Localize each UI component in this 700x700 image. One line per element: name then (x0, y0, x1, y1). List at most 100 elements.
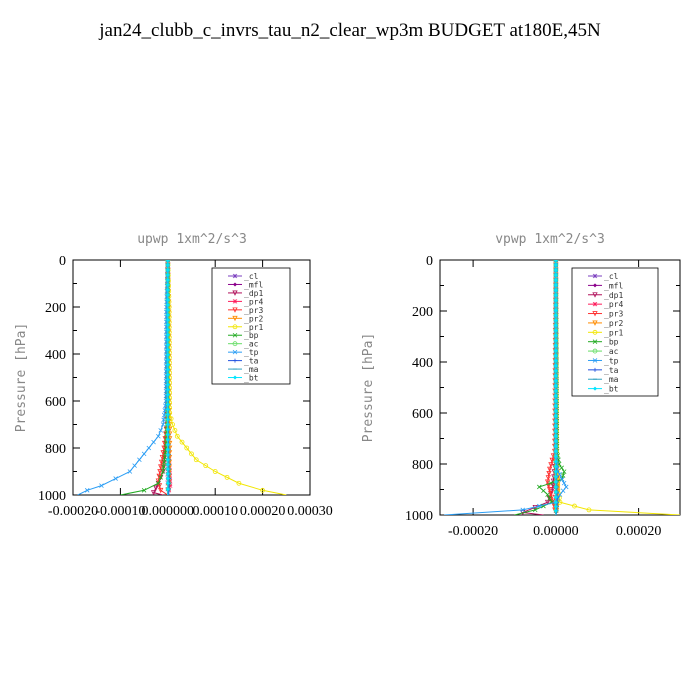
legend-label-cl: _cl (604, 272, 619, 281)
series-point-bt (165, 417, 170, 422)
legend-marker-bt (233, 375, 237, 380)
series-point-pr1 (193, 457, 199, 463)
series-point-pr3 (547, 466, 553, 472)
legend-label-ta: _ta (604, 366, 619, 375)
series-point-bp (541, 488, 546, 494)
y-tick-label: 800 (45, 442, 66, 457)
series-point-bt (165, 447, 170, 452)
x-tick-label: 0.00000 (533, 524, 579, 539)
series-point-pr3 (547, 487, 553, 493)
legend-marker-pr1 (232, 324, 238, 330)
series-point-bt (553, 318, 558, 323)
series-point-bp (545, 492, 550, 497)
legend-marker-ac (232, 341, 238, 347)
series-point-dp1 (153, 485, 159, 491)
chart-title: upwp 1xm^2/s^3 (137, 232, 247, 247)
series-point-bt (553, 449, 558, 454)
series-point-tp (146, 445, 152, 451)
series-point-tp (537, 503, 542, 509)
series-point-bt (165, 387, 170, 392)
legend-marker-tp (592, 358, 598, 363)
series-point-bt (165, 262, 170, 267)
series-point-bt (165, 307, 170, 312)
y-tick-label: 600 (45, 395, 66, 410)
series-point-bt (165, 402, 170, 407)
series-point-bt (165, 367, 170, 372)
series-point-bt (165, 267, 170, 272)
series-point-bt (553, 260, 558, 262)
series-point-bp (141, 488, 147, 493)
series-point-pr3 (157, 469, 163, 475)
series-point-bt (165, 372, 170, 377)
legend-label-mfl: _mfl (604, 281, 623, 290)
series-point-bp (160, 469, 166, 474)
legend-marker-bp (232, 332, 238, 338)
series-point-bt (553, 408, 558, 413)
legend-marker-ta (233, 358, 237, 363)
series-point-bt (165, 327, 170, 332)
series-point-bt (553, 338, 558, 343)
series-point-tp (563, 484, 569, 490)
series-point-tp (113, 476, 118, 481)
legend-label-dp1: _dp1 (244, 289, 263, 298)
series-point-bt (553, 333, 558, 338)
series-point-bt (553, 414, 558, 419)
series-point-bt (165, 292, 170, 297)
series-point-tp (132, 463, 137, 468)
y-tick-label: 0 (426, 254, 433, 269)
series-point-pr3 (158, 487, 164, 494)
series-point-pr1 (168, 416, 174, 422)
legend-marker-pr2 (592, 320, 598, 326)
series-point-pr1 (203, 463, 209, 469)
series-point-bp (561, 469, 567, 474)
x-tick-label: -0.00010 (95, 504, 145, 519)
legend-label-mfl: _mfl (244, 280, 263, 289)
series-line-tp (444, 260, 567, 515)
series-point-pr1 (212, 469, 218, 474)
series-point-dp1 (150, 490, 157, 495)
legend-label-cl: _cl (244, 272, 259, 281)
series-point-bt (165, 260, 170, 262)
series-point-bt (553, 444, 558, 449)
series-point-tp (158, 428, 163, 433)
series-point-pr3 (545, 475, 551, 481)
series-point-bt (553, 419, 558, 424)
series-point-bt (553, 459, 558, 464)
series-point-bt (553, 434, 558, 439)
legend-label-pr4: _pr4 (604, 300, 623, 309)
series-point-bt (553, 429, 558, 434)
legend-marker-pr4 (232, 299, 238, 304)
series-point-bp (161, 464, 166, 470)
y-tick-label: 1000 (405, 509, 433, 524)
legend-label-ta: _ta (244, 357, 259, 366)
y-tick-label: 400 (45, 348, 66, 363)
legend-label-ac: _ac (604, 347, 619, 356)
series-point-bt (553, 383, 558, 388)
series-point-bp (158, 475, 163, 480)
series-point-bt (165, 272, 170, 277)
series-point-bt (553, 268, 558, 273)
series-point-bt (165, 457, 170, 462)
series-point-pr1 (174, 433, 180, 439)
legend-label-pr2: _pr2 (604, 319, 623, 328)
series-point-pr3 (546, 470, 552, 477)
series-point-bp (548, 480, 553, 486)
series-point-bt (165, 362, 170, 367)
series-point-pr3 (160, 450, 166, 456)
series-point-bp (532, 507, 538, 513)
series-point-bt (553, 398, 558, 403)
series-point-bt (165, 347, 170, 352)
legend-marker-tp (232, 349, 238, 355)
series-point-tp (553, 260, 559, 263)
legend-marker-cl (592, 273, 598, 279)
legend-label-tp: _tp (244, 348, 259, 357)
series-point-bt (553, 313, 558, 318)
series-point-pr1 (260, 487, 266, 493)
series-point-bt (553, 328, 558, 333)
series-point-tp (520, 507, 526, 513)
legend-marker-pr3 (592, 311, 598, 317)
series-point-bt (553, 388, 558, 393)
series-point-tp (151, 439, 156, 445)
series-point-bt (165, 397, 170, 402)
